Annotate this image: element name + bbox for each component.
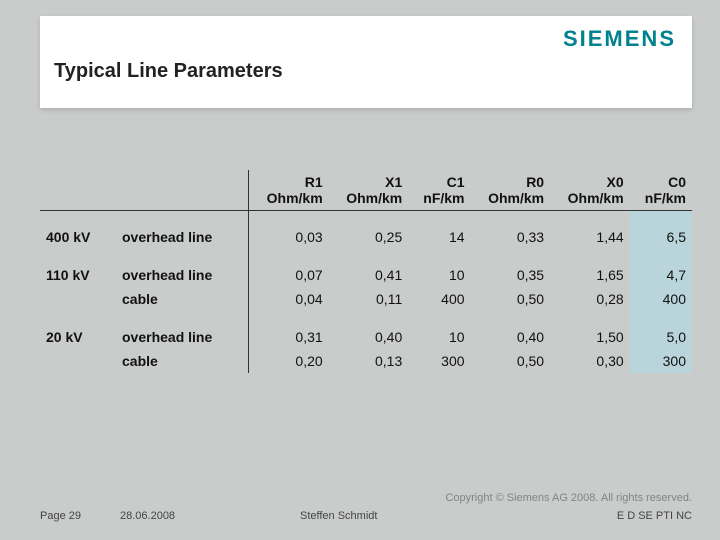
table-body: 400 kV overhead line 0,03 0,25 14 0,33 1… [40, 211, 692, 374]
cell-r1: 0,04 [249, 287, 329, 311]
cell-x1: 0,13 [329, 349, 409, 373]
cell-c1: 400 [408, 287, 470, 311]
spacer-row [40, 311, 692, 325]
cell-c0: 300 [630, 349, 692, 373]
cell-x1: 0,25 [329, 225, 409, 249]
table-row: cable 0,20 0,13 300 0,50 0,30 300 [40, 349, 692, 373]
header-band: SIEMENS Typical Line Parameters [40, 16, 692, 108]
col-header-voltage [40, 170, 116, 211]
col-header-c1: C1nF/km [408, 170, 470, 211]
footer-copyright: Copyright © Siemens AG 2008. All rights … [445, 492, 692, 504]
table-row: cable 0,04 0,11 400 0,50 0,28 400 [40, 287, 692, 311]
spacer-row [40, 211, 692, 226]
cell-x0: 0,30 [550, 349, 630, 373]
cell-type: overhead line [116, 325, 249, 349]
footer-date: 28.06.2008 [120, 510, 240, 522]
cell-voltage: 400 kV [40, 225, 116, 249]
footer-department: E D SE PTI NC [617, 510, 692, 522]
cell-voltage: 110 kV [40, 263, 116, 287]
cell-c0: 400 [630, 287, 692, 311]
cell-c0: 5,0 [630, 325, 692, 349]
cell-c1: 10 [408, 263, 470, 287]
brand-logo: SIEMENS [563, 26, 676, 52]
cell-type: cable [116, 349, 249, 373]
col-header-x1: X1Ohm/km [329, 170, 409, 211]
cell-c1: 14 [408, 225, 470, 249]
spacer-row [40, 249, 692, 263]
cell-x0: 1,44 [550, 225, 630, 249]
parameters-table-wrap: R1Ohm/km X1Ohm/km C1nF/km R0Ohm/km X0Ohm… [40, 170, 692, 373]
cell-c1: 300 [408, 349, 470, 373]
cell-c0: 6,5 [630, 225, 692, 249]
table-row: 400 kV overhead line 0,03 0,25 14 0,33 1… [40, 225, 692, 249]
footer-author: Steffen Schmidt [240, 510, 617, 522]
cell-c1: 10 [408, 325, 470, 349]
cell-c0: 4,7 [630, 263, 692, 287]
cell-x0: 0,28 [550, 287, 630, 311]
cell-r1: 0,03 [249, 225, 329, 249]
cell-voltage [40, 349, 116, 373]
cell-voltage: 20 kV [40, 325, 116, 349]
cell-r1: 0,31 [249, 325, 329, 349]
page-title: Typical Line Parameters [54, 60, 283, 83]
col-header-x0: X0Ohm/km [550, 170, 630, 211]
cell-r0: 0,33 [471, 225, 551, 249]
col-header-r0: R0Ohm/km [471, 170, 551, 211]
cell-r0: 0,40 [471, 325, 551, 349]
cell-r1: 0,20 [249, 349, 329, 373]
cell-r1: 0,07 [249, 263, 329, 287]
cell-type: overhead line [116, 263, 249, 287]
cell-x1: 0,41 [329, 263, 409, 287]
cell-x1: 0,11 [329, 287, 409, 311]
col-header-c0: C0nF/km [630, 170, 692, 211]
slide: SIEMENS Typical Line Parameters R1Ohm/km… [0, 0, 720, 540]
cell-x1: 0,40 [329, 325, 409, 349]
table-row: 20 kV overhead line 0,31 0,40 10 0,40 1,… [40, 325, 692, 349]
table-header-row: R1Ohm/km X1Ohm/km C1nF/km R0Ohm/km X0Ohm… [40, 170, 692, 211]
cell-voltage [40, 287, 116, 311]
cell-r0: 0,50 [471, 287, 551, 311]
cell-r0: 0,35 [471, 263, 551, 287]
footer-page: Page 29 [40, 510, 120, 522]
cell-type: overhead line [116, 225, 249, 249]
cell-x0: 1,65 [550, 263, 630, 287]
col-header-type [116, 170, 249, 211]
slide-footer: Copyright © Siemens AG 2008. All rights … [40, 510, 692, 522]
cell-type: cable [116, 287, 249, 311]
parameters-table: R1Ohm/km X1Ohm/km C1nF/km R0Ohm/km X0Ohm… [40, 170, 692, 373]
cell-x0: 1,50 [550, 325, 630, 349]
table-row: 110 kV overhead line 0,07 0,41 10 0,35 1… [40, 263, 692, 287]
col-header-r1: R1Ohm/km [249, 170, 329, 211]
cell-r0: 0,50 [471, 349, 551, 373]
